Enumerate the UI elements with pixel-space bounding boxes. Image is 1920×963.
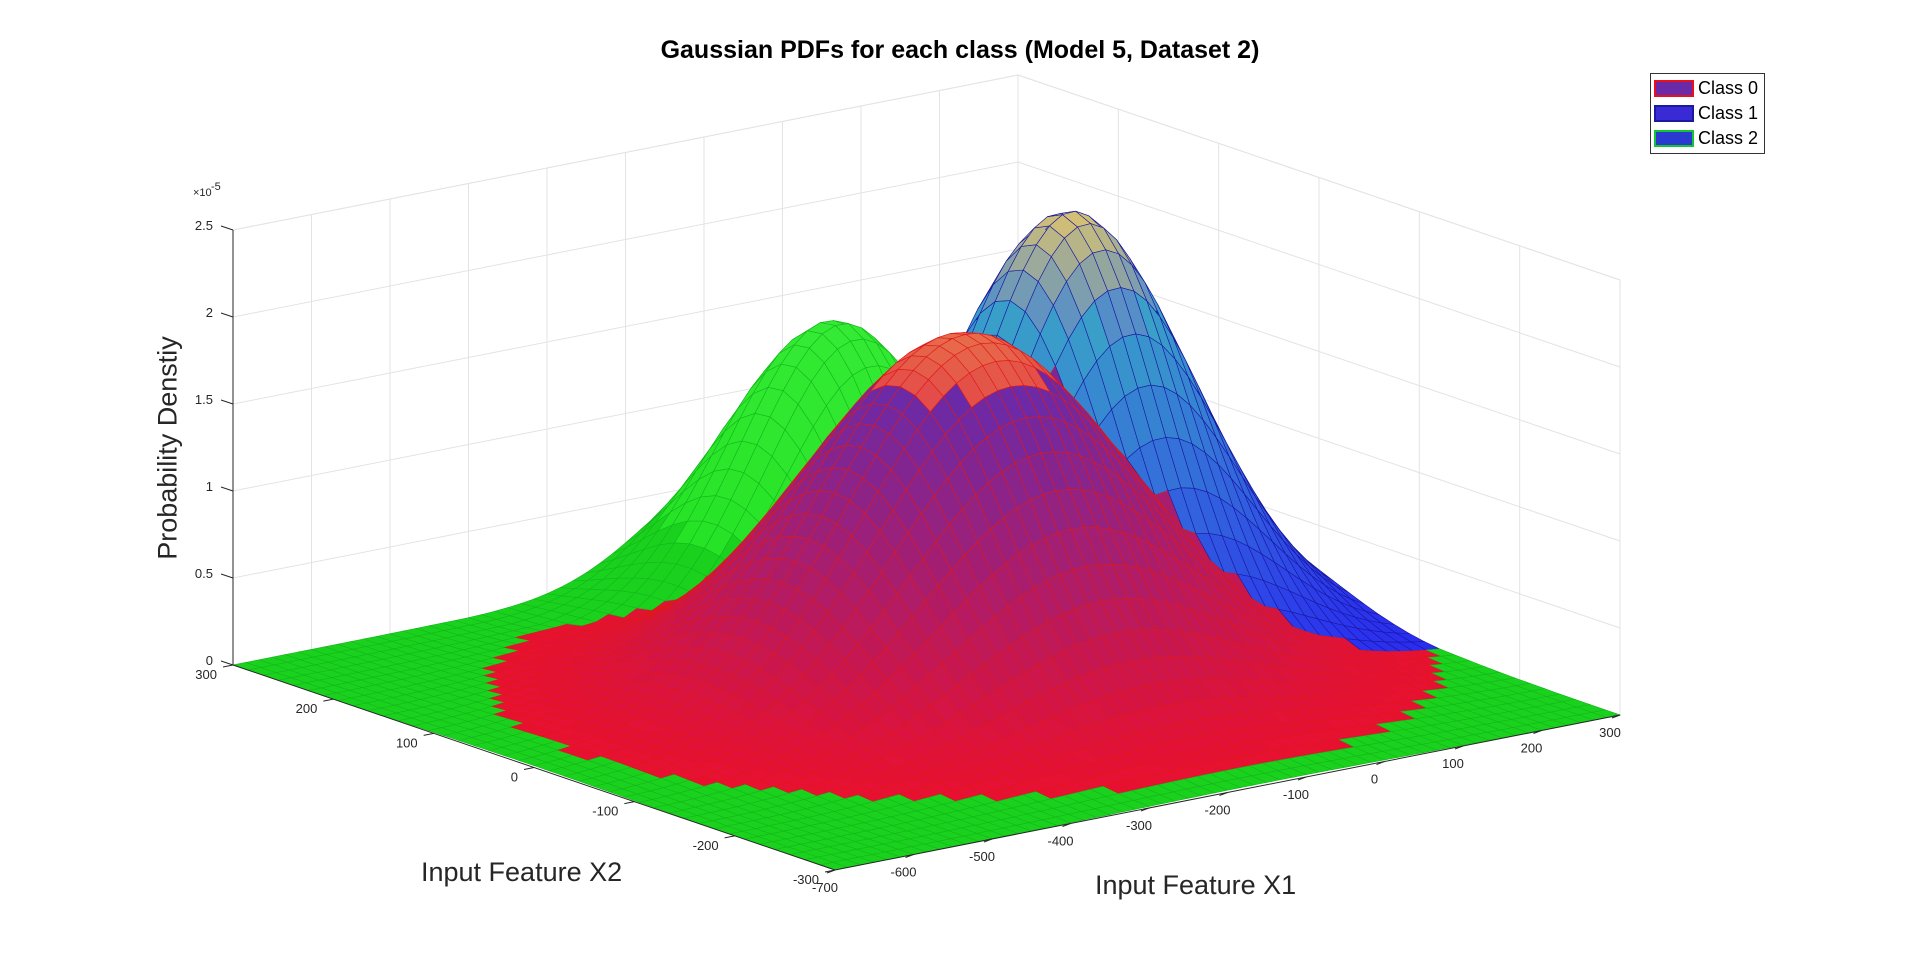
z-tick <box>220 660 234 666</box>
x1-tick <box>1140 807 1150 812</box>
x2-tick-label: -200 <box>693 838 719 853</box>
z-axis-label: Probability Denstiy <box>152 336 183 560</box>
x1-tick <box>1219 792 1228 796</box>
x2-tick-label: 300 <box>195 667 217 682</box>
z-exponent-label: ×10 <box>193 187 212 199</box>
z-tick <box>220 486 234 492</box>
x2-tick-label: -100 <box>592 804 618 819</box>
x1-tick <box>1454 745 1464 750</box>
x2-tick <box>323 698 334 702</box>
x2-axis-label: Input Feature X2 <box>421 857 623 887</box>
legend-item-class-1[interactable]: Class 1 <box>1651 101 1764 126</box>
x2-tick-label: 0 <box>511 770 518 785</box>
x1-tick-label: 200 <box>1521 741 1543 756</box>
x1-tick-label: -600 <box>890 865 916 880</box>
x2-tick-label: 200 <box>296 701 318 716</box>
z-tick-label: 0.5 <box>195 566 213 581</box>
z-tick-label: 0 <box>206 653 213 668</box>
x1-tick-label: -400 <box>1047 834 1073 849</box>
z-tick-label: 2.5 <box>195 218 213 233</box>
x2-tick <box>824 869 836 873</box>
x2-tick-label: -300 <box>793 872 819 887</box>
x1-tick <box>1611 714 1621 719</box>
chart-title: Gaussian PDFs for each class (Model 5, D… <box>660 36 1260 64</box>
legend-swatch-class-1 <box>1654 105 1694 122</box>
x1-tick <box>1297 776 1307 781</box>
x1-axis-label: Input Feature X1 <box>1095 870 1297 900</box>
x1-tick-label: 300 <box>1599 725 1621 740</box>
x2-tick-label: 100 <box>396 735 418 750</box>
x1-tick <box>1376 761 1385 765</box>
x1-tick <box>1062 823 1071 827</box>
z-tick-label: 1.5 <box>195 392 213 407</box>
legend-swatch-class-2 <box>1654 130 1694 147</box>
legend[interactable]: Class 0 Class 1 Class 2 <box>1650 73 1765 154</box>
x1-tick-label: 100 <box>1442 756 1464 771</box>
z-tick <box>220 225 234 231</box>
legend-item-class-0[interactable]: Class 0 <box>1651 76 1764 101</box>
x1-tick-label: -500 <box>969 849 995 864</box>
x1-tick-label: -100 <box>1283 787 1309 802</box>
x1-tick-label: -200 <box>1204 803 1230 818</box>
z-tick <box>220 399 234 405</box>
x2-tick <box>423 732 434 736</box>
legend-swatch-class-0 <box>1654 80 1694 97</box>
x1-tick-label: -700 <box>812 880 838 895</box>
legend-label-class-1: Class 1 <box>1698 103 1759 123</box>
z-tick-label: 1 <box>206 479 213 494</box>
x2-tick <box>222 664 234 668</box>
z-tick <box>220 312 234 318</box>
legend-label-class-0: Class 0 <box>1698 78 1759 98</box>
x2-tick <box>523 767 535 770</box>
grid-line-z <box>232 161 1621 368</box>
z-exponent-power: -5 <box>211 181 221 193</box>
z-tick <box>220 573 234 579</box>
z-tick-label: 2 <box>206 305 213 320</box>
x1-tick-label: -300 <box>1126 818 1152 833</box>
x1-tick-label: 0 <box>1371 772 1378 787</box>
x2-tick <box>724 835 735 839</box>
legend-item-class-2[interactable]: Class 2 <box>1651 126 1764 151</box>
x1-tick <box>1533 730 1542 734</box>
x1-tick <box>905 854 914 858</box>
x2-tick <box>624 801 635 805</box>
legend-label-class-2: Class 2 <box>1698 128 1759 148</box>
x1-tick <box>983 838 993 843</box>
grid-line-z <box>232 74 1621 281</box>
